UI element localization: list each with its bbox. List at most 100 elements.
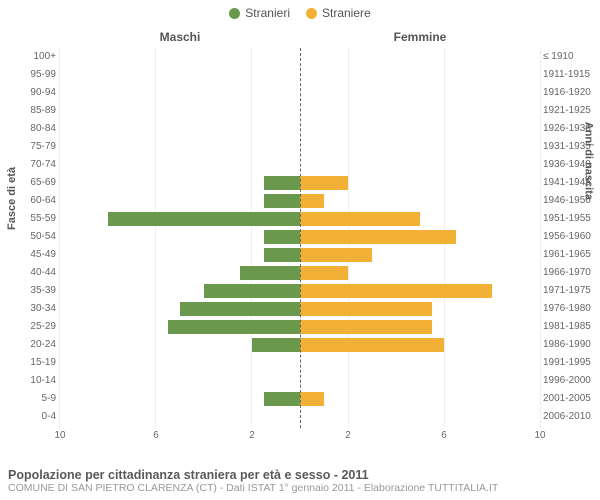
year-label: 1996-2000 [543,372,595,390]
bar-male [168,320,300,334]
year-label: 1916-1920 [543,84,595,102]
age-label: 60-64 [20,192,56,210]
row-female: 1926-1930 [300,120,540,138]
row-female: ≤ 1910 [300,48,540,66]
row-male: 40-44 [60,264,300,282]
legend-male: Stranieri [229,6,290,20]
bar-male [264,230,300,244]
age-label: 20-24 [20,336,56,354]
row-male: 55-59 [60,210,300,228]
bar-male [264,176,300,190]
year-label: 1991-1995 [543,354,595,372]
y-axis-left-label: Fasce di età [6,167,18,230]
plot-area: 100+95-9990-9485-8980-8475-7970-7465-696… [60,48,540,428]
row-male: 20-24 [60,336,300,354]
bar-male [252,338,300,352]
year-label: 2001-2005 [543,390,595,408]
row-male: 45-49 [60,246,300,264]
year-label: 1946-1950 [543,192,595,210]
column-headers: Maschi Femmine [60,30,540,44]
row-female: 1961-1965 [300,246,540,264]
footer-title: Popolazione per cittadinanza straniera p… [8,468,592,482]
row-female: 1986-1990 [300,336,540,354]
year-label: 1936-1940 [543,156,595,174]
male-panel: 100+95-9990-9485-8980-8475-7970-7465-696… [60,48,300,428]
x-tick: 6 [441,430,447,441]
age-label: 15-19 [20,354,56,372]
row-female: 2006-2010 [300,408,540,426]
age-label: 55-59 [20,210,56,228]
age-label: 90-94 [20,84,56,102]
year-label: 1921-1925 [543,102,595,120]
year-label: 1971-1975 [543,282,595,300]
year-label: 2006-2010 [543,408,595,426]
bar-female [300,194,324,208]
row-male: 95-99 [60,66,300,84]
bar-male [108,212,300,226]
age-label: 5-9 [20,390,56,408]
bar-male [240,266,300,280]
row-female: 1991-1995 [300,354,540,372]
footer-subtitle: COMUNE DI SAN PIETRO CLARENZA (CT) - Dat… [8,482,592,494]
row-female: 1941-1945 [300,174,540,192]
header-male: Maschi [60,30,300,44]
bar-male [264,392,300,406]
bar-male [204,284,300,298]
year-label: 1956-1960 [543,228,595,246]
year-label: 1961-1965 [543,246,595,264]
bar-female [300,320,432,334]
row-male: 90-94 [60,84,300,102]
year-label: 1966-1970 [543,264,595,282]
footer: Popolazione per cittadinanza straniera p… [8,468,592,494]
age-label: 100+ [20,48,56,66]
chart-area: Maschi Femmine Fasce di età Anni di nasc… [0,30,600,450]
row-male: 70-74 [60,156,300,174]
year-label: ≤ 1910 [543,48,595,66]
legend: Stranieri Straniere [0,0,600,20]
year-label: 1941-1945 [543,174,595,192]
age-label: 75-79 [20,138,56,156]
age-label: 80-84 [20,120,56,138]
bar-male [264,194,300,208]
age-label: 45-49 [20,246,56,264]
bar-male [180,302,300,316]
legend-male-label: Stranieri [245,6,290,20]
row-female: 1931-1935 [300,138,540,156]
year-label: 1986-1990 [543,336,595,354]
legend-female-label: Straniere [322,6,371,20]
x-tick: 10 [54,430,65,441]
age-label: 0-4 [20,408,56,426]
header-female: Femmine [300,30,540,44]
swatch-female [306,8,317,19]
age-label: 70-74 [20,156,56,174]
row-male: 100+ [60,48,300,66]
row-male: 80-84 [60,120,300,138]
bar-female [300,266,348,280]
year-label: 1951-1955 [543,210,595,228]
row-female: 1951-1955 [300,210,540,228]
age-label: 35-39 [20,282,56,300]
swatch-male [229,8,240,19]
age-label: 10-14 [20,372,56,390]
row-female: 1956-1960 [300,228,540,246]
x-tick: 2 [249,430,255,441]
row-female: 1916-1920 [300,84,540,102]
bar-female [300,338,444,352]
row-male: 50-54 [60,228,300,246]
row-female: 1996-2000 [300,372,540,390]
year-label: 1911-1915 [543,66,595,84]
x-tick: 6 [153,430,159,441]
x-tick: 10 [534,430,545,441]
row-female: 1921-1925 [300,102,540,120]
bar-female [300,176,348,190]
row-male: 75-79 [60,138,300,156]
age-label: 85-89 [20,102,56,120]
bar-female [300,248,372,262]
age-label: 50-54 [20,228,56,246]
row-male: 10-14 [60,372,300,390]
bar-female [300,230,456,244]
row-male: 35-39 [60,282,300,300]
age-label: 95-99 [20,66,56,84]
age-label: 25-29 [20,318,56,336]
row-male: 60-64 [60,192,300,210]
